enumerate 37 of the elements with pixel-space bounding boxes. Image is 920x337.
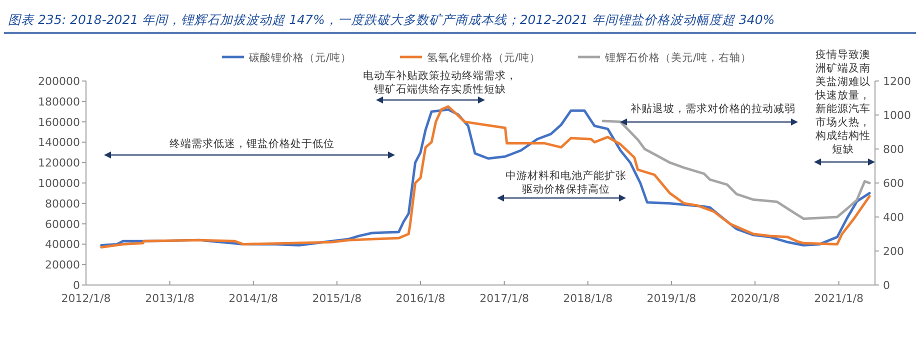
y-tick-label: 160000 bbox=[38, 116, 80, 129]
y-tick-label: 60000 bbox=[45, 218, 80, 231]
legend-label: 碳酸锂价格（元/吨） bbox=[248, 51, 352, 64]
y-tick-label: 120000 bbox=[38, 156, 80, 170]
y-tick-label: 180000 bbox=[38, 95, 80, 108]
legend-label: 氢氧化锂价格（元/吨） bbox=[427, 51, 541, 64]
y2-tick-label: 0 bbox=[883, 279, 890, 292]
annotation: 补贴退坡，需求对价格的拉动减弱 bbox=[630, 102, 796, 115]
chart-title: 图表 235: 2018-2021 年间，锂辉石加拔波动超 147%，一度跌破大多数矿产商成本线；2012-2021 年间锂盐价格波动幅度超 340% bbox=[8, 12, 775, 27]
annotation: 终端需求低迷，锂盐价格处于低位 bbox=[170, 137, 334, 150]
y-tick-label: 140000 bbox=[38, 136, 80, 150]
y2-tick-label: 800 bbox=[883, 143, 904, 156]
y2-tick-label: 200 bbox=[883, 245, 904, 258]
annotation: 疫情导致澳洲矿端及南美盐湖难以快速放量，新能源汽车市场火热，构成结构性短缺 bbox=[814, 48, 870, 156]
annotation: 中游材料和电池产能扩张驱动价格保持高位 bbox=[506, 169, 626, 196]
x-tick-label: 2018/1/8 bbox=[563, 292, 613, 305]
y-tick-label: 40000 bbox=[45, 238, 80, 252]
x-tick-label: 2020/1/8 bbox=[730, 292, 780, 305]
y-tick-label: 0 bbox=[73, 279, 80, 292]
y2-tick-label: 600 bbox=[883, 177, 904, 190]
y-tick-label: 20000 bbox=[45, 258, 80, 272]
y-tick-label: 200000 bbox=[38, 75, 80, 88]
x-tick-label: 2016/1/8 bbox=[396, 292, 446, 305]
x-tick-label: 2021/1/8 bbox=[814, 292, 864, 305]
y-tick-label: 80000 bbox=[45, 197, 80, 210]
legend-label: 锂辉石价格（美元/吨，右轴） bbox=[604, 51, 752, 64]
annotation: 电动车补贴政策拉动终端需求，锂矿石端供给存实质性短缺 bbox=[363, 69, 517, 96]
x-tick-label: 2013/1/8 bbox=[145, 292, 195, 305]
x-tick-label: 2012/1/8 bbox=[61, 292, 111, 305]
y2-tick-label: 400 bbox=[883, 211, 904, 224]
y-tick-label: 100000 bbox=[38, 177, 80, 190]
x-tick-label: 2014/1/8 bbox=[228, 292, 278, 305]
x-tick-label: 2015/1/8 bbox=[312, 292, 362, 305]
y2-tick-label: 1200 bbox=[883, 75, 911, 88]
x-tick-label: 2019/1/8 bbox=[646, 292, 696, 305]
y2-tick-label: 1000 bbox=[883, 109, 911, 122]
x-tick-label: 2017/1/8 bbox=[480, 292, 530, 305]
